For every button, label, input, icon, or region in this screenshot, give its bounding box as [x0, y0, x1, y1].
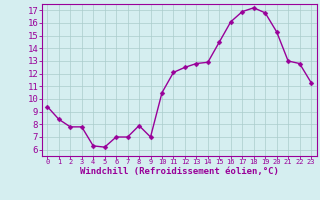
X-axis label: Windchill (Refroidissement éolien,°C): Windchill (Refroidissement éolien,°C) [80, 167, 279, 176]
